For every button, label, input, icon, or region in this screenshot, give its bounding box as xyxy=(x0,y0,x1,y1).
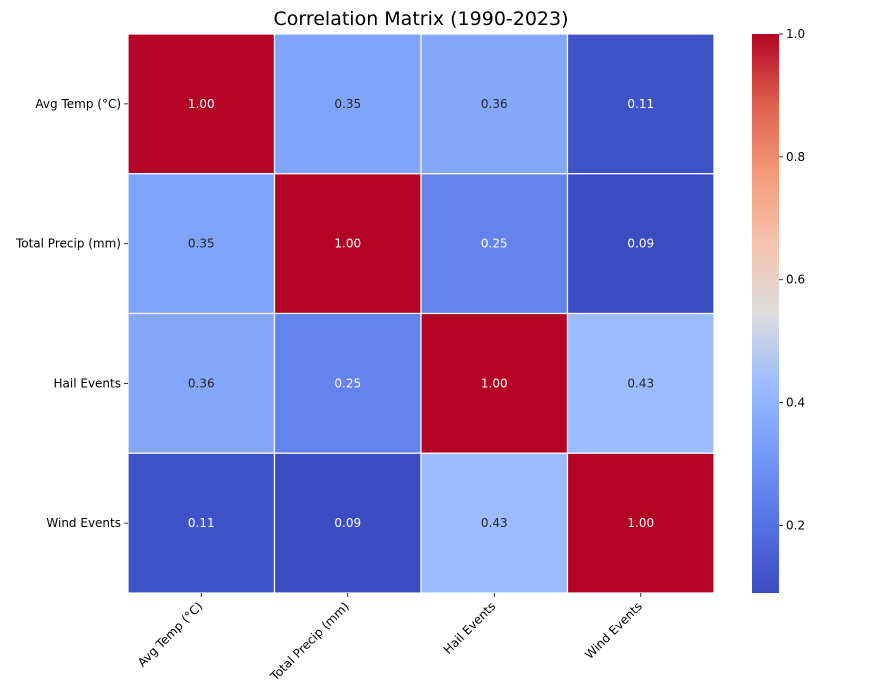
heatmap-cells xyxy=(127,33,715,594)
heatmap-cell-2-3 xyxy=(566,312,715,454)
colorbar-gradient xyxy=(752,34,779,593)
cell-annotation-0-1: 0.35 xyxy=(334,97,361,111)
heatmap-cell-3-2 xyxy=(420,452,569,594)
cell-annotation-0-3: 0.11 xyxy=(627,97,654,111)
colorbar-tick-label: 0.4 xyxy=(786,396,805,410)
heatmap-cell-3-0 xyxy=(127,452,276,594)
colorbar-tick-label: 0.6 xyxy=(786,273,805,287)
cell-annotation-1-3: 0.09 xyxy=(627,237,654,251)
colorbar-tick-label: 1.0 xyxy=(786,27,805,41)
heatmap-cell-0-3 xyxy=(566,33,715,175)
y-tick-label: Hail Events xyxy=(54,376,122,390)
colorbar-tick-label: 0.8 xyxy=(786,150,805,164)
cell-annotation-1-0: 0.35 xyxy=(188,237,215,251)
cell-annotation-2-0: 0.36 xyxy=(188,376,215,390)
cell-annotation-2-1: 0.25 xyxy=(334,376,361,390)
y-axis: Avg Temp (°C) Total Precip (mm) Hail Event… xyxy=(15,97,128,530)
cell-annotations: 1.00 0.35 0.36 0.11 0.35 1.00 0.25 0.09 0.36 0.25… xyxy=(188,97,654,530)
heatmap-cell-1-3 xyxy=(566,173,715,315)
colorbar-tick-label: 0.2 xyxy=(786,518,805,532)
x-tick-label: Wind Events xyxy=(582,599,645,662)
y-tick-label: Avg Temp (°C) xyxy=(35,97,121,111)
x-axis: Avg Temp (°C) Total Precip (mm) Hail Event… xyxy=(135,593,645,684)
y-tick-label: Wind Events xyxy=(46,516,121,530)
cell-annotation-2-3: 0.43 xyxy=(627,376,654,390)
heatmap-cell-3-1 xyxy=(273,452,422,594)
cell-annotation-3-2: 0.43 xyxy=(481,516,508,530)
cell-annotation-0-2: 0.36 xyxy=(481,97,508,111)
y-tick-label: Total Precip (mm) xyxy=(15,237,121,251)
cell-annotation-2-2: 1.00 xyxy=(481,376,508,390)
x-tick-label: Hail Events xyxy=(441,599,499,657)
cell-annotation-3-0: 0.11 xyxy=(188,516,215,530)
heatmap-cell-1-0 xyxy=(127,173,276,315)
x-tick-label: Avg Temp (°C) xyxy=(135,599,205,669)
cell-annotation-0-0: 1.00 xyxy=(188,97,215,111)
cell-annotation-1-2: 0.25 xyxy=(481,237,508,251)
heatmap-cell-1-1 xyxy=(273,173,422,315)
cell-annotation-3-1: 0.09 xyxy=(334,516,361,530)
heatmap-cell-1-2 xyxy=(420,173,569,315)
chart-title: Correlation Matrix (1990-2023) xyxy=(273,8,569,30)
heatmap-cell-2-2 xyxy=(420,312,569,454)
cell-annotation-1-1: 1.00 xyxy=(334,237,361,251)
heatmap-cell-2-0 xyxy=(127,312,276,454)
x-tick-label: Total Precip (mm) xyxy=(267,599,352,684)
colorbar: 0.2 0.4 0.6 0.8 1.0 xyxy=(752,27,805,593)
heatmap-cell-3-3 xyxy=(566,452,715,594)
cell-annotation-3-3: 1.00 xyxy=(627,516,654,530)
